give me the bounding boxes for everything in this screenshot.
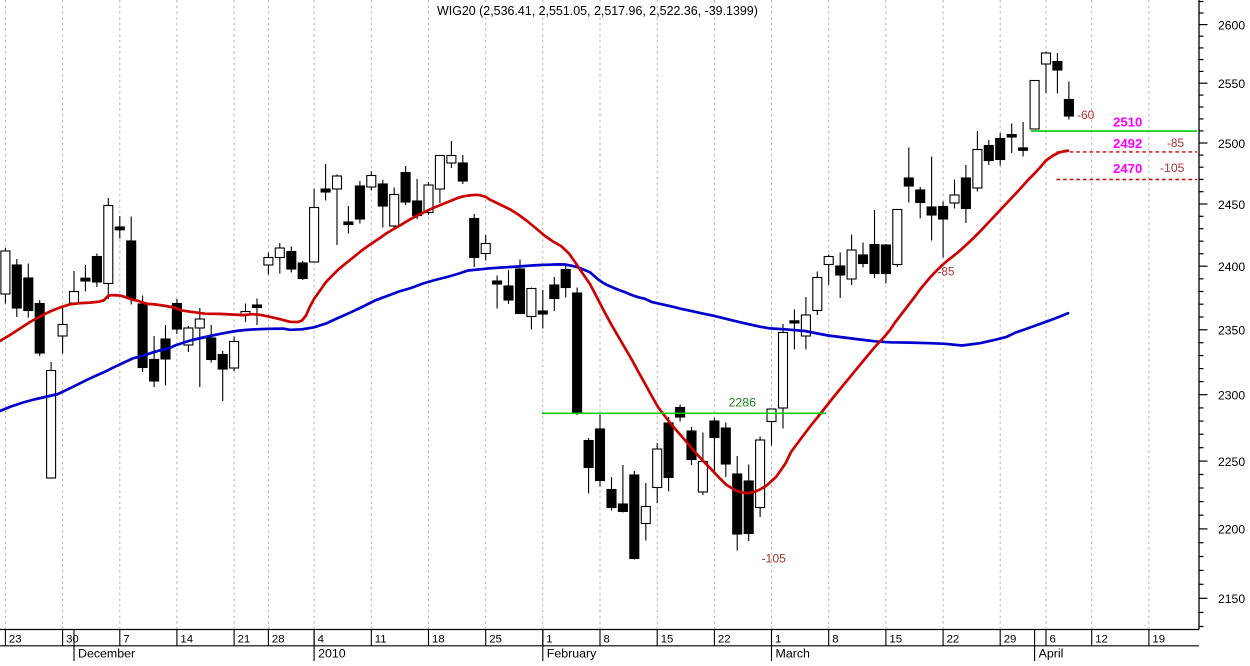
svg-text:6: 6	[1050, 633, 1056, 645]
svg-text:-105: -105	[762, 552, 787, 566]
svg-text:29: 29	[1004, 633, 1017, 645]
svg-text:23: 23	[9, 633, 22, 645]
svg-text:WIG20 (2,536.41, 2,551.05, 2,5: WIG20 (2,536.41, 2,551.05, 2,517.96, 2,5…	[437, 4, 758, 18]
svg-text:April: April	[1039, 646, 1064, 660]
svg-text:2350: 2350	[1218, 324, 1245, 338]
svg-text:2010: 2010	[318, 646, 346, 660]
svg-text:18: 18	[432, 633, 445, 645]
svg-text:2250: 2250	[1218, 455, 1245, 469]
svg-text:March: March	[776, 646, 811, 660]
svg-text:-105: -105	[1160, 161, 1185, 175]
svg-text:2470: 2470	[1113, 161, 1142, 176]
svg-text:2300: 2300	[1218, 389, 1245, 403]
svg-text:2200: 2200	[1218, 523, 1245, 537]
svg-text:25: 25	[489, 633, 502, 645]
svg-text:February: February	[547, 646, 597, 660]
svg-text:8: 8	[604, 633, 610, 645]
svg-text:-85: -85	[1167, 136, 1184, 150]
svg-text:December: December	[78, 646, 135, 660]
svg-text:-60: -60	[1077, 108, 1095, 122]
svg-text:15: 15	[661, 633, 674, 645]
svg-text:28: 28	[272, 633, 285, 645]
svg-text:11: 11	[375, 633, 387, 645]
svg-text:2286: 2286	[729, 395, 757, 409]
svg-text:-85: -85	[938, 265, 955, 279]
svg-text:2450: 2450	[1218, 198, 1245, 212]
svg-text:1: 1	[546, 633, 552, 645]
svg-text:14: 14	[180, 633, 193, 645]
svg-text:30: 30	[66, 633, 79, 645]
svg-text:1: 1	[775, 633, 781, 645]
svg-text:2500: 2500	[1218, 137, 1245, 151]
svg-text:15: 15	[889, 633, 902, 645]
svg-text:2510: 2510	[1113, 114, 1142, 129]
svg-text:2492: 2492	[1113, 136, 1142, 151]
svg-text:2150: 2150	[1218, 592, 1245, 606]
svg-text:12: 12	[1095, 633, 1108, 645]
svg-text:2400: 2400	[1218, 260, 1245, 274]
svg-text:8: 8	[832, 633, 838, 645]
svg-text:2550: 2550	[1218, 77, 1245, 91]
svg-text:21: 21	[238, 633, 251, 645]
svg-text:19: 19	[1152, 633, 1165, 645]
svg-text:22: 22	[947, 633, 960, 645]
svg-text:22: 22	[718, 633, 731, 645]
svg-text:2600: 2600	[1218, 18, 1245, 32]
svg-text:4: 4	[318, 633, 324, 645]
svg-text:7: 7	[123, 633, 129, 645]
